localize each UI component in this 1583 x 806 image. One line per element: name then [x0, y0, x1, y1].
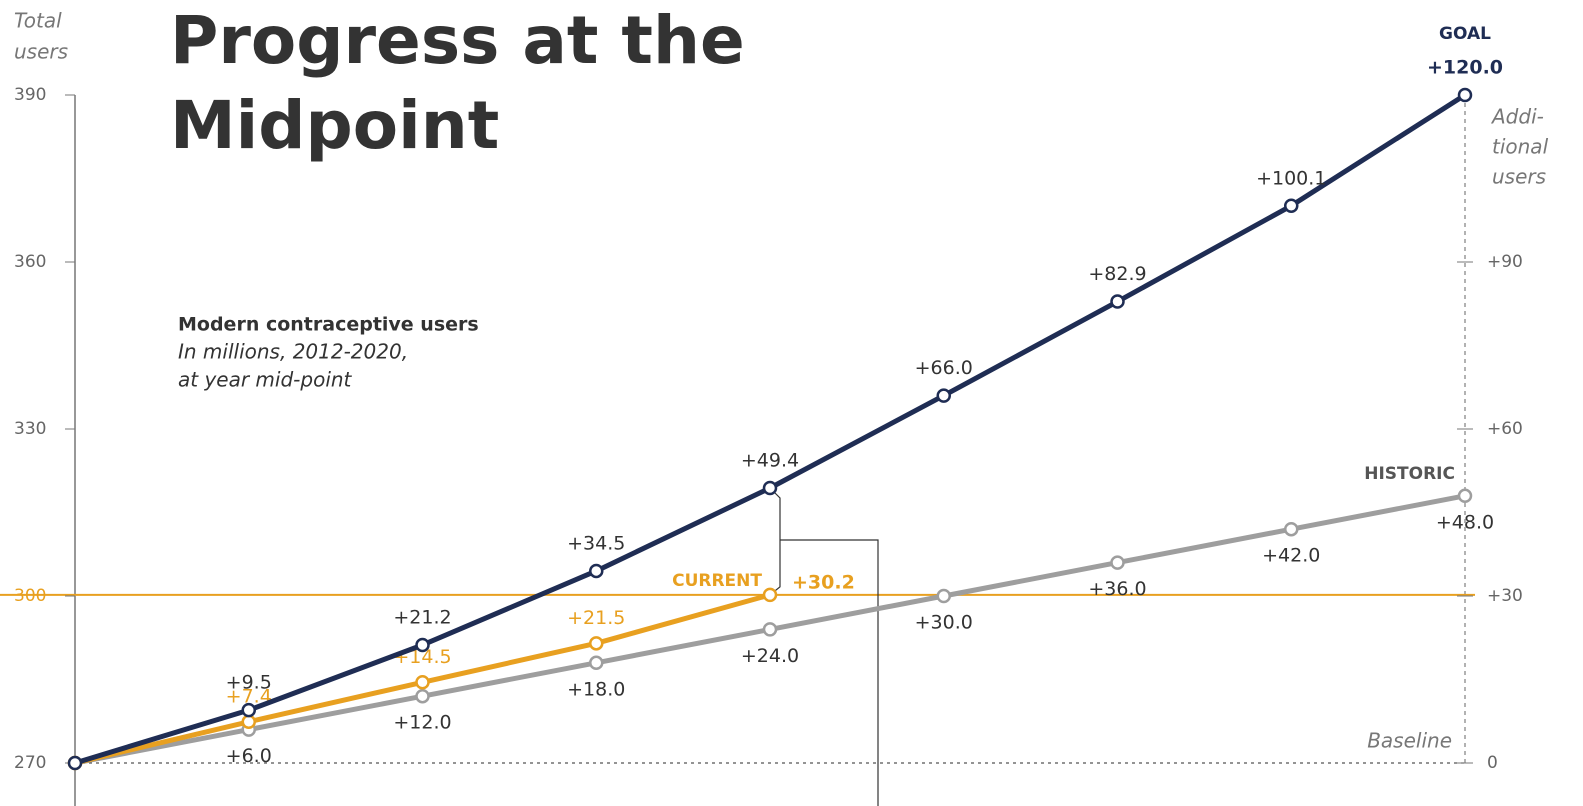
- value-label: +24.0: [741, 645, 799, 667]
- note: In millions, 2012-2020,: [178, 340, 408, 364]
- value-label: +7.4: [226, 685, 272, 707]
- point: [1457, 488, 1473, 504]
- series-label: HISTORIC: [1364, 464, 1455, 484]
- y2-axis-label: Addi-: [1490, 105, 1544, 129]
- y-tick-label: 390: [14, 85, 46, 105]
- series-label: CURRENT: [672, 571, 762, 591]
- point: [589, 636, 604, 651]
- value-label: +49.4: [741, 450, 799, 472]
- point: [936, 388, 951, 403]
- point: [415, 688, 430, 704]
- annotation: Baseline: [1367, 729, 1452, 753]
- point: [762, 622, 778, 637]
- point: [1110, 294, 1125, 309]
- y2-axis-label: users: [1492, 165, 1546, 189]
- point: [589, 563, 604, 579]
- y-tick-label: 300: [14, 586, 46, 606]
- y-axis-label: users: [14, 40, 68, 64]
- point: [1284, 521, 1299, 537]
- chart-title: Midpoint: [170, 87, 499, 164]
- gap-bracket: [769, 487, 781, 596]
- value-label: +66.0: [915, 357, 973, 379]
- y2-tick-label: +30: [1487, 586, 1523, 606]
- value-label: +36.0: [1088, 578, 1146, 600]
- value-label: +48.0: [1436, 511, 1494, 533]
- point: [936, 588, 951, 604]
- point: [67, 755, 83, 771]
- point: [762, 587, 778, 603]
- value-label: +42.0: [1262, 545, 1320, 567]
- value-label: +100.1: [1256, 167, 1326, 189]
- value-label: +120.0: [1427, 57, 1503, 79]
- value-label: +21.2: [393, 606, 451, 628]
- value-label: +30.0: [915, 612, 973, 634]
- subtitle: Modern contraceptive users: [178, 314, 479, 336]
- y-tick-label: 270: [14, 753, 46, 773]
- point: [415, 637, 430, 653]
- value-label: +30.2: [792, 571, 855, 593]
- y-axis-label: Total: [14, 9, 62, 33]
- y2-axis-label: tional: [1492, 135, 1549, 159]
- value-label: +12.0: [393, 712, 451, 734]
- point: [1110, 555, 1125, 570]
- point: [1457, 87, 1473, 103]
- point: [1284, 198, 1299, 214]
- y-tick-label: 330: [14, 419, 46, 439]
- value-label: +18.0: [567, 678, 625, 700]
- y2-tick-label: 0: [1487, 753, 1498, 773]
- y-tick-label: 360: [14, 252, 46, 272]
- point: [241, 702, 256, 718]
- point: [241, 714, 256, 730]
- note: at year mid-point: [178, 368, 353, 392]
- series-label: GOAL: [1439, 24, 1491, 44]
- gap-bracket: [780, 539, 879, 806]
- point: [589, 655, 604, 671]
- y2-tick-label: +60: [1487, 419, 1523, 439]
- value-label: +9.5: [226, 672, 272, 694]
- chart-title: Progress at the: [170, 2, 745, 79]
- point: [762, 480, 778, 496]
- value-label: +6.0: [226, 745, 272, 767]
- value-label: +34.5: [567, 532, 625, 554]
- point: [415, 675, 430, 690]
- y2-tick-label: +90: [1487, 252, 1523, 272]
- value-label: +82.9: [1088, 263, 1146, 285]
- value-label: +21.5: [567, 607, 625, 629]
